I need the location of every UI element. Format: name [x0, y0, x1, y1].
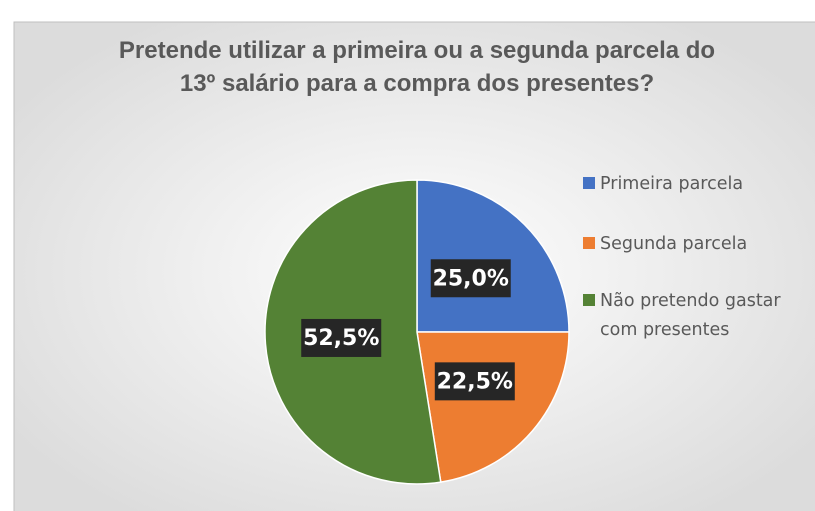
- legend-item: Primeira parcela: [583, 170, 815, 199]
- data-label: 22,5%: [437, 369, 513, 394]
- data-label-box: [301, 318, 382, 357]
- legend-item: Não pretendo gastar com presentes: [583, 287, 815, 345]
- legend-swatch: [583, 177, 595, 189]
- legend-swatch: [583, 294, 595, 306]
- legend-label: Segunda parcela: [600, 234, 748, 254]
- legend-item: Segunda parcela: [583, 230, 815, 259]
- legend-swatch: [583, 237, 595, 249]
- data-label-box: [430, 259, 511, 298]
- data-label: 52,5%: [303, 326, 379, 351]
- chart-title: Pretende utilizar a primeira ou a segund…: [118, 37, 716, 97]
- data-label: 25,0%: [433, 266, 509, 291]
- legend-label: Não pretendo gastar com presentes: [600, 291, 781, 340]
- data-label-box: [434, 362, 515, 401]
- legend-label: Primeira parcela: [600, 174, 744, 194]
